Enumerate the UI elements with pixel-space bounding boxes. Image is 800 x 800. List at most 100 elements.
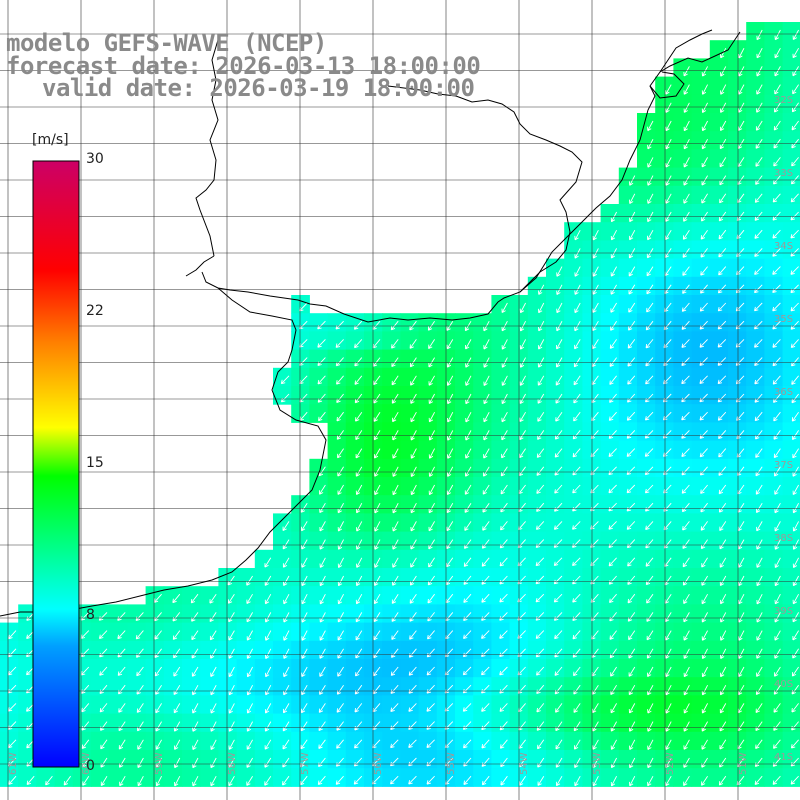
wind-cell xyxy=(673,222,693,241)
wind-arrow xyxy=(536,484,545,494)
wind-cell xyxy=(364,549,383,569)
wind-cell xyxy=(728,604,747,624)
wind-arrow xyxy=(447,411,454,423)
wind-cell xyxy=(746,586,765,605)
wind-cell xyxy=(364,331,383,351)
wind-arrow xyxy=(537,775,545,786)
wind-cell xyxy=(746,204,765,223)
wind-cell xyxy=(309,549,329,569)
wind-arrow xyxy=(391,375,399,386)
latitude-label: 40S xyxy=(774,679,793,690)
wind-cell xyxy=(145,622,165,642)
wind-arrow xyxy=(774,630,781,641)
wind-arrow xyxy=(553,612,563,621)
wind-cell xyxy=(637,549,656,569)
wind-cell xyxy=(163,713,183,733)
wind-cell xyxy=(728,94,747,114)
wind-cell xyxy=(782,622,800,642)
wind-cell xyxy=(655,513,674,533)
wind-cell xyxy=(364,404,383,423)
wind-cell xyxy=(491,622,511,642)
wind-arrow xyxy=(246,666,253,678)
wind-arrow xyxy=(100,721,108,731)
wind-arrow xyxy=(774,502,781,514)
wind-cell xyxy=(782,113,800,132)
wind-arrow xyxy=(719,47,727,59)
wind-cell xyxy=(637,477,656,496)
wind-arrow xyxy=(192,684,199,696)
wind-arrow xyxy=(428,375,435,386)
wind-cell xyxy=(728,331,747,351)
wind-cell xyxy=(91,659,110,678)
wind-arrow xyxy=(335,775,344,785)
wind-cell xyxy=(691,477,711,496)
wind-arrow xyxy=(390,739,399,749)
wind-arrow xyxy=(699,339,708,348)
wind-arrow xyxy=(644,430,654,439)
wind-arrow xyxy=(535,575,545,585)
wind-arrow xyxy=(719,539,727,550)
wind-arrow xyxy=(336,739,344,749)
wind-arrow xyxy=(717,411,727,421)
wind-arrow xyxy=(519,339,526,350)
wind-cell xyxy=(291,531,310,551)
wind-arrow xyxy=(465,466,472,477)
wind-cell xyxy=(728,622,747,642)
wind-arrow xyxy=(755,703,763,714)
wind-arrow xyxy=(137,739,144,750)
wind-arrow xyxy=(610,193,617,204)
wind-arrow xyxy=(374,557,381,568)
wind-cell xyxy=(673,240,693,260)
wind-cell xyxy=(145,731,165,751)
wind-cell xyxy=(273,640,292,660)
wind-arrow xyxy=(699,448,708,458)
wind-arrow xyxy=(792,84,799,95)
wind-cell xyxy=(764,477,784,496)
wind-cell xyxy=(491,495,511,514)
wind-arrow xyxy=(246,593,253,604)
wind-cell xyxy=(218,695,238,715)
wind-arrow xyxy=(555,393,563,404)
wind-arrow xyxy=(336,703,344,713)
wind-cell xyxy=(364,458,383,478)
wind-arrow xyxy=(774,612,781,623)
wind-arrow xyxy=(683,84,690,95)
wind-arrow xyxy=(355,448,363,459)
wind-arrow xyxy=(683,666,690,678)
wind-arrow xyxy=(754,757,763,768)
wind-cell xyxy=(673,422,693,442)
wind-cell xyxy=(236,568,256,587)
wind-cell xyxy=(564,295,583,314)
wind-cell xyxy=(455,349,474,369)
wind-cell xyxy=(728,768,747,787)
wind-cell xyxy=(728,40,747,59)
wind-cell xyxy=(418,367,438,387)
wind-arrow xyxy=(428,557,435,568)
wind-cell xyxy=(728,531,747,551)
wind-arrow xyxy=(754,266,763,275)
wind-arrow xyxy=(373,630,381,641)
wind-cell xyxy=(728,258,747,278)
wind-arrow xyxy=(683,775,690,786)
wind-cell xyxy=(709,713,729,733)
wind-arrow xyxy=(463,593,472,603)
wind-cell xyxy=(673,131,693,150)
wind-arrow xyxy=(336,430,344,440)
wind-arrow xyxy=(665,666,672,678)
wind-cell xyxy=(618,549,638,569)
wind-arrow xyxy=(117,630,126,640)
wind-arrow xyxy=(355,466,363,477)
wind-arrow xyxy=(554,666,563,676)
wind-arrow xyxy=(773,448,781,459)
wind-cell xyxy=(345,404,365,423)
wind-cell xyxy=(418,531,438,551)
wind-cell xyxy=(400,331,420,351)
wind-cell xyxy=(709,204,729,223)
wind-arrow xyxy=(246,684,253,696)
wind-arrow xyxy=(701,612,708,623)
longitude-label: 57W xyxy=(300,752,311,775)
wind-cell xyxy=(309,477,329,496)
wind-arrow xyxy=(754,229,763,239)
wind-cell xyxy=(691,367,711,387)
wind-arrow xyxy=(554,502,563,512)
